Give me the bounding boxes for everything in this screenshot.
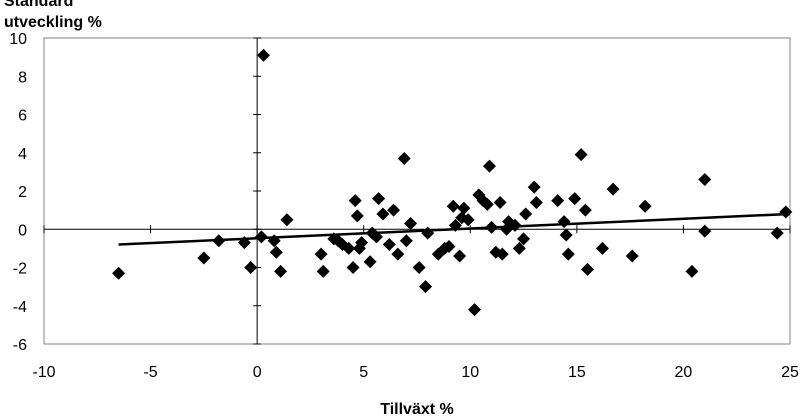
y-tick-label: -2 xyxy=(13,261,27,278)
x-tick-label: 20 xyxy=(675,364,693,381)
data-point xyxy=(383,238,396,251)
data-point xyxy=(560,228,573,241)
data-point xyxy=(528,181,541,194)
data-point xyxy=(347,261,360,274)
plot-area-border xyxy=(44,38,790,344)
data-point xyxy=(530,196,543,209)
data-point xyxy=(274,265,287,278)
data-point xyxy=(698,173,711,186)
data-point xyxy=(315,248,328,261)
data-point xyxy=(494,196,507,209)
data-point xyxy=(376,207,389,220)
x-tick-label: 0 xyxy=(253,364,262,381)
data-point xyxy=(372,192,385,205)
data-point xyxy=(562,248,575,261)
x-tick-label: 15 xyxy=(568,364,586,381)
data-point xyxy=(400,234,413,247)
y-tick-label: 0 xyxy=(18,222,27,239)
data-point xyxy=(639,200,652,213)
data-point xyxy=(575,148,588,161)
data-point xyxy=(626,250,639,263)
data-point xyxy=(404,217,417,230)
data-point xyxy=(364,255,377,268)
data-point xyxy=(197,251,210,264)
data-point xyxy=(468,303,481,316)
y-axis-title-line-2: utveckling % xyxy=(4,14,102,31)
x-tick-label: -5 xyxy=(143,364,157,381)
data-point xyxy=(317,265,330,278)
data-point xyxy=(551,194,564,207)
x-tick-label: 5 xyxy=(359,364,368,381)
data-points xyxy=(112,49,792,316)
data-point xyxy=(398,152,411,165)
data-point xyxy=(391,248,404,261)
y-axis-title-line-1: Standard xyxy=(4,0,73,10)
data-point xyxy=(581,263,594,276)
data-point xyxy=(112,267,125,280)
data-point xyxy=(483,160,496,173)
data-point xyxy=(280,213,293,226)
data-point xyxy=(270,246,283,259)
x-axis-title: Tillväxt % xyxy=(380,401,454,418)
data-point xyxy=(421,227,434,240)
y-tick-label: 8 xyxy=(18,69,27,86)
data-point xyxy=(447,200,460,213)
y-tick-label: -4 xyxy=(13,299,27,316)
data-point xyxy=(419,280,432,293)
x-tick-label: 25 xyxy=(781,364,799,381)
data-point xyxy=(453,250,466,263)
data-point xyxy=(351,209,364,222)
data-point xyxy=(558,215,571,228)
data-point xyxy=(771,227,784,240)
data-point xyxy=(413,261,426,274)
data-point xyxy=(579,204,592,217)
data-point xyxy=(519,207,532,220)
y-tick-label: 4 xyxy=(18,146,27,163)
data-point xyxy=(685,265,698,278)
data-point xyxy=(387,204,400,217)
data-point xyxy=(568,192,581,205)
data-point xyxy=(244,261,257,274)
y-tick-label: 6 xyxy=(18,108,27,125)
x-tick-label: 10 xyxy=(461,364,479,381)
data-point xyxy=(257,49,270,62)
data-point xyxy=(457,202,470,215)
y-axis-ticks: -6 -4 -2 0 2 4 6 8 10 xyxy=(9,31,261,354)
x-axis-ticks: -10 -5 0 5 10 15 20 25 xyxy=(32,225,799,381)
x-tick-label: -10 xyxy=(32,364,55,381)
y-tick-label: 2 xyxy=(18,184,27,201)
data-point xyxy=(698,225,711,238)
y-tick-label: 10 xyxy=(9,31,27,48)
data-point xyxy=(349,194,362,207)
data-point xyxy=(607,183,620,196)
y-tick-label: -6 xyxy=(13,337,27,354)
data-point xyxy=(596,242,609,255)
